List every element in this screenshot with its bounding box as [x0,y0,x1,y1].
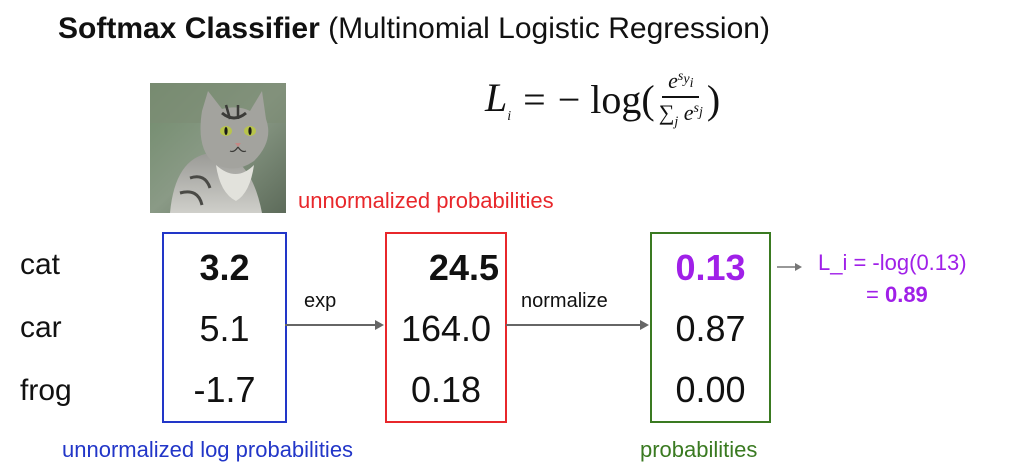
score-value: 3.2 [199,247,250,288]
class-label-car: car [20,311,62,344]
formula-denominator: ∑j esj [658,100,703,130]
caption-unnormalized-probabilities: unnormalized probabilities [298,188,554,213]
probabilities-box: 0.13 0.87 0.00 [650,232,771,423]
loss-eq: = [866,282,885,307]
arrow-normalize [506,320,649,330]
formula-minus-log: − log( [557,76,655,122]
score-value: 5.1 [199,308,250,349]
exp-box: 24.5 164.0 0.18 [385,232,507,423]
score-value: -1.7 [193,369,256,410]
arrow-loss [777,263,802,271]
arrow-exp [285,320,384,330]
probability-value: 0.13 [675,247,746,288]
cat-illustration [150,83,286,213]
formula-eq: = [523,76,546,122]
arrow-label-exp: exp [304,290,337,312]
formula-numerator: esyi [662,68,700,98]
scores-box: 3.2 5.1 -1.7 [162,232,287,423]
class-label-cat: cat [20,248,61,281]
arrow-label-normalize: normalize [521,290,608,312]
loss-formula: Li = − log( esyi ∑j esj ) [485,68,720,130]
probability-value: 0.87 [675,308,746,349]
title-bold: Softmax Classifier [58,12,320,45]
exp-value: 0.18 [410,369,482,410]
probability-value: 0.00 [675,369,746,410]
class-label-frog: frog [20,374,72,407]
loss-line-2: = 0.89 [866,282,928,308]
loss-line-1: L_i = -log(0.13) [818,250,967,275]
formula-lhs: Li [485,74,512,124]
caption-unnormalized-log-probabilities: unnormalized log probabilities [62,437,354,462]
slide-title: Softmax Classifier (Multinomial Logistic… [58,12,770,46]
exp-value: 24.5 [428,247,499,288]
title-rest: (Multinomial Logistic Regression) [328,12,770,45]
cat-photo [150,83,286,213]
formula-fraction: esyi ∑j esj [659,68,703,130]
exp-value: 164.0 [400,308,492,349]
formula-close: ) [706,76,721,122]
caption-probabilities: probabilities [640,437,758,462]
loss-value: 0.89 [884,282,928,307]
